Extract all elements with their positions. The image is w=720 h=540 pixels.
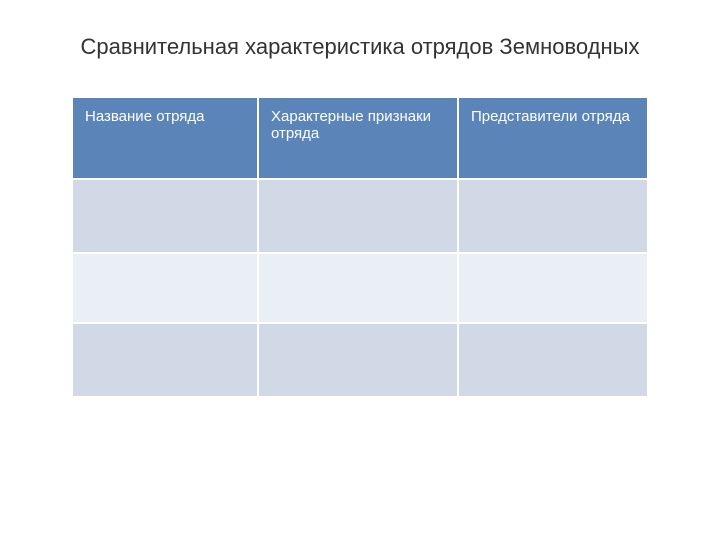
cell-2-1 [258,323,458,397]
cell-2-0 [72,323,258,397]
cell-1-0 [72,253,258,323]
table-body [72,179,648,397]
page-title: Сравнительная характеристика отрядов Зем… [0,34,720,60]
cell-0-1 [258,179,458,253]
cell-1-2 [458,253,648,323]
table-row [72,253,648,323]
table-row [72,179,648,253]
table-header-row: Название отряда Характерные признаки отр… [72,97,648,179]
slide: Сравнительная характеристика отрядов Зем… [0,0,720,540]
cell-1-1 [258,253,458,323]
table-header: Название отряда Характерные признаки отр… [72,97,648,179]
col-header-0: Название отряда [72,97,258,179]
table-wrap: Название отряда Характерные признаки отр… [0,96,720,398]
comparison-table: Название отряда Характерные признаки отр… [71,96,649,398]
col-header-2: Представители отряда [458,97,648,179]
cell-2-2 [458,323,648,397]
col-header-1: Характерные признаки отряда [258,97,458,179]
cell-0-2 [458,179,648,253]
table-row [72,323,648,397]
cell-0-0 [72,179,258,253]
